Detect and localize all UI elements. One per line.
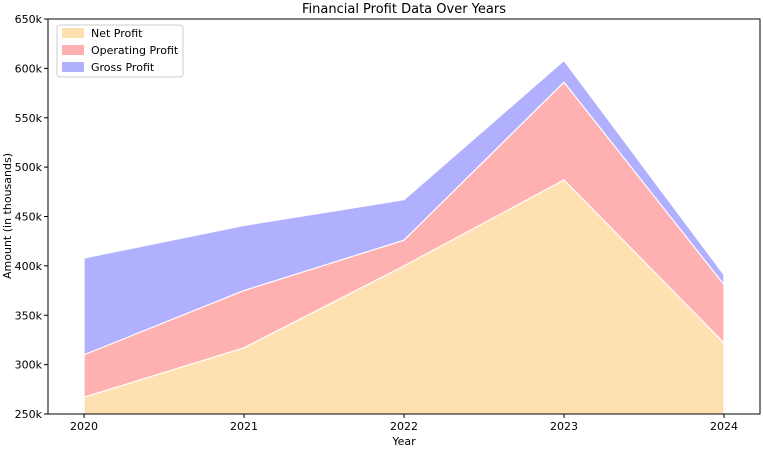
x-axis-label: Year (391, 435, 416, 448)
legend: Net Profit Operating Profit Gross Profit (56, 24, 184, 78)
x-tick-label: 2020 (70, 420, 98, 433)
y-tick-label: 500k (15, 161, 43, 174)
x-tick-label: 2022 (390, 420, 418, 433)
y-axis-label: Amount (in thousands) (1, 153, 14, 279)
y-tick-label: 600k (15, 62, 43, 75)
legend-swatch-net-profit (62, 28, 84, 38)
legend-box (56, 24, 184, 78)
legend-swatch-operating-profit (62, 45, 84, 55)
y-tick-label: 450k (15, 211, 43, 224)
ticks-layer: 250k 300k 350k 400k 450k 500k 550k 600k 650k 2020… (15, 13, 738, 433)
legend-swatch-gross-profit (62, 62, 84, 72)
y-tick-label: 400k (15, 260, 43, 273)
areas-layer (83, 59, 725, 415)
y-tick-label: 550k (15, 112, 43, 125)
x-tick-label: 2021 (230, 420, 258, 433)
legend-label-net-profit: Net Profit (91, 27, 143, 40)
legend-label-gross-profit: Gross Profit (91, 61, 155, 74)
legend-label-operating-profit: Operating Profit (91, 44, 179, 57)
x-tick-label: 2024 (710, 420, 738, 433)
y-tick-label: 300k (15, 359, 43, 372)
y-tick-label: 250k (15, 408, 43, 421)
y-tick-label: 350k (15, 309, 43, 322)
chart-title: Financial Profit Data Over Years (302, 2, 506, 17)
y-tick-label: 650k (15, 13, 43, 26)
x-tick-label: 2023 (550, 420, 578, 433)
